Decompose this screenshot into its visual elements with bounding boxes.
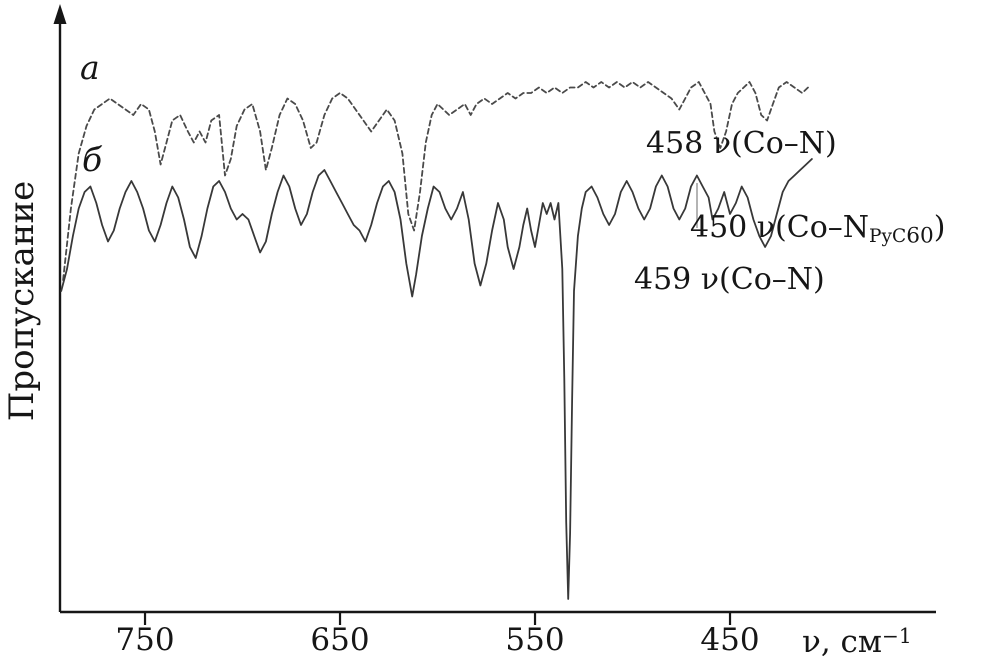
annotation-459: 459 ν(Co–N) bbox=[634, 262, 825, 297]
x-tick-450: 450 bbox=[700, 622, 760, 658]
y-axis-label: Пропускание bbox=[2, 180, 42, 422]
annotation-450-close: ) bbox=[933, 210, 946, 245]
curve-a-label: a bbox=[80, 48, 100, 87]
annotation-450-subsubscript: 60 bbox=[906, 223, 934, 249]
x-tick-650: 650 bbox=[310, 622, 370, 658]
spectrum-curve-b bbox=[60, 158, 813, 600]
x-tick-550: 550 bbox=[505, 622, 565, 658]
x-axis-label-main: ν, см bbox=[802, 624, 883, 661]
annotation-458: 458 ν(Co–N) bbox=[646, 126, 837, 161]
curve-b-label: б bbox=[82, 140, 103, 179]
y-axis-arrow-icon bbox=[53, 4, 67, 24]
spectrum-curve-a bbox=[62, 81, 809, 281]
x-tick-750: 750 bbox=[115, 622, 175, 658]
x-axis-label: ν, см−1 bbox=[802, 624, 912, 660]
annotation-450-main: 450 ν(Co–N bbox=[690, 210, 870, 245]
annotation-450-subscript: PyC bbox=[869, 226, 907, 248]
x-axis-label-exponent: −1 bbox=[882, 624, 912, 648]
annotation-450: 450 ν(Co–NPyC60) bbox=[690, 210, 945, 248]
